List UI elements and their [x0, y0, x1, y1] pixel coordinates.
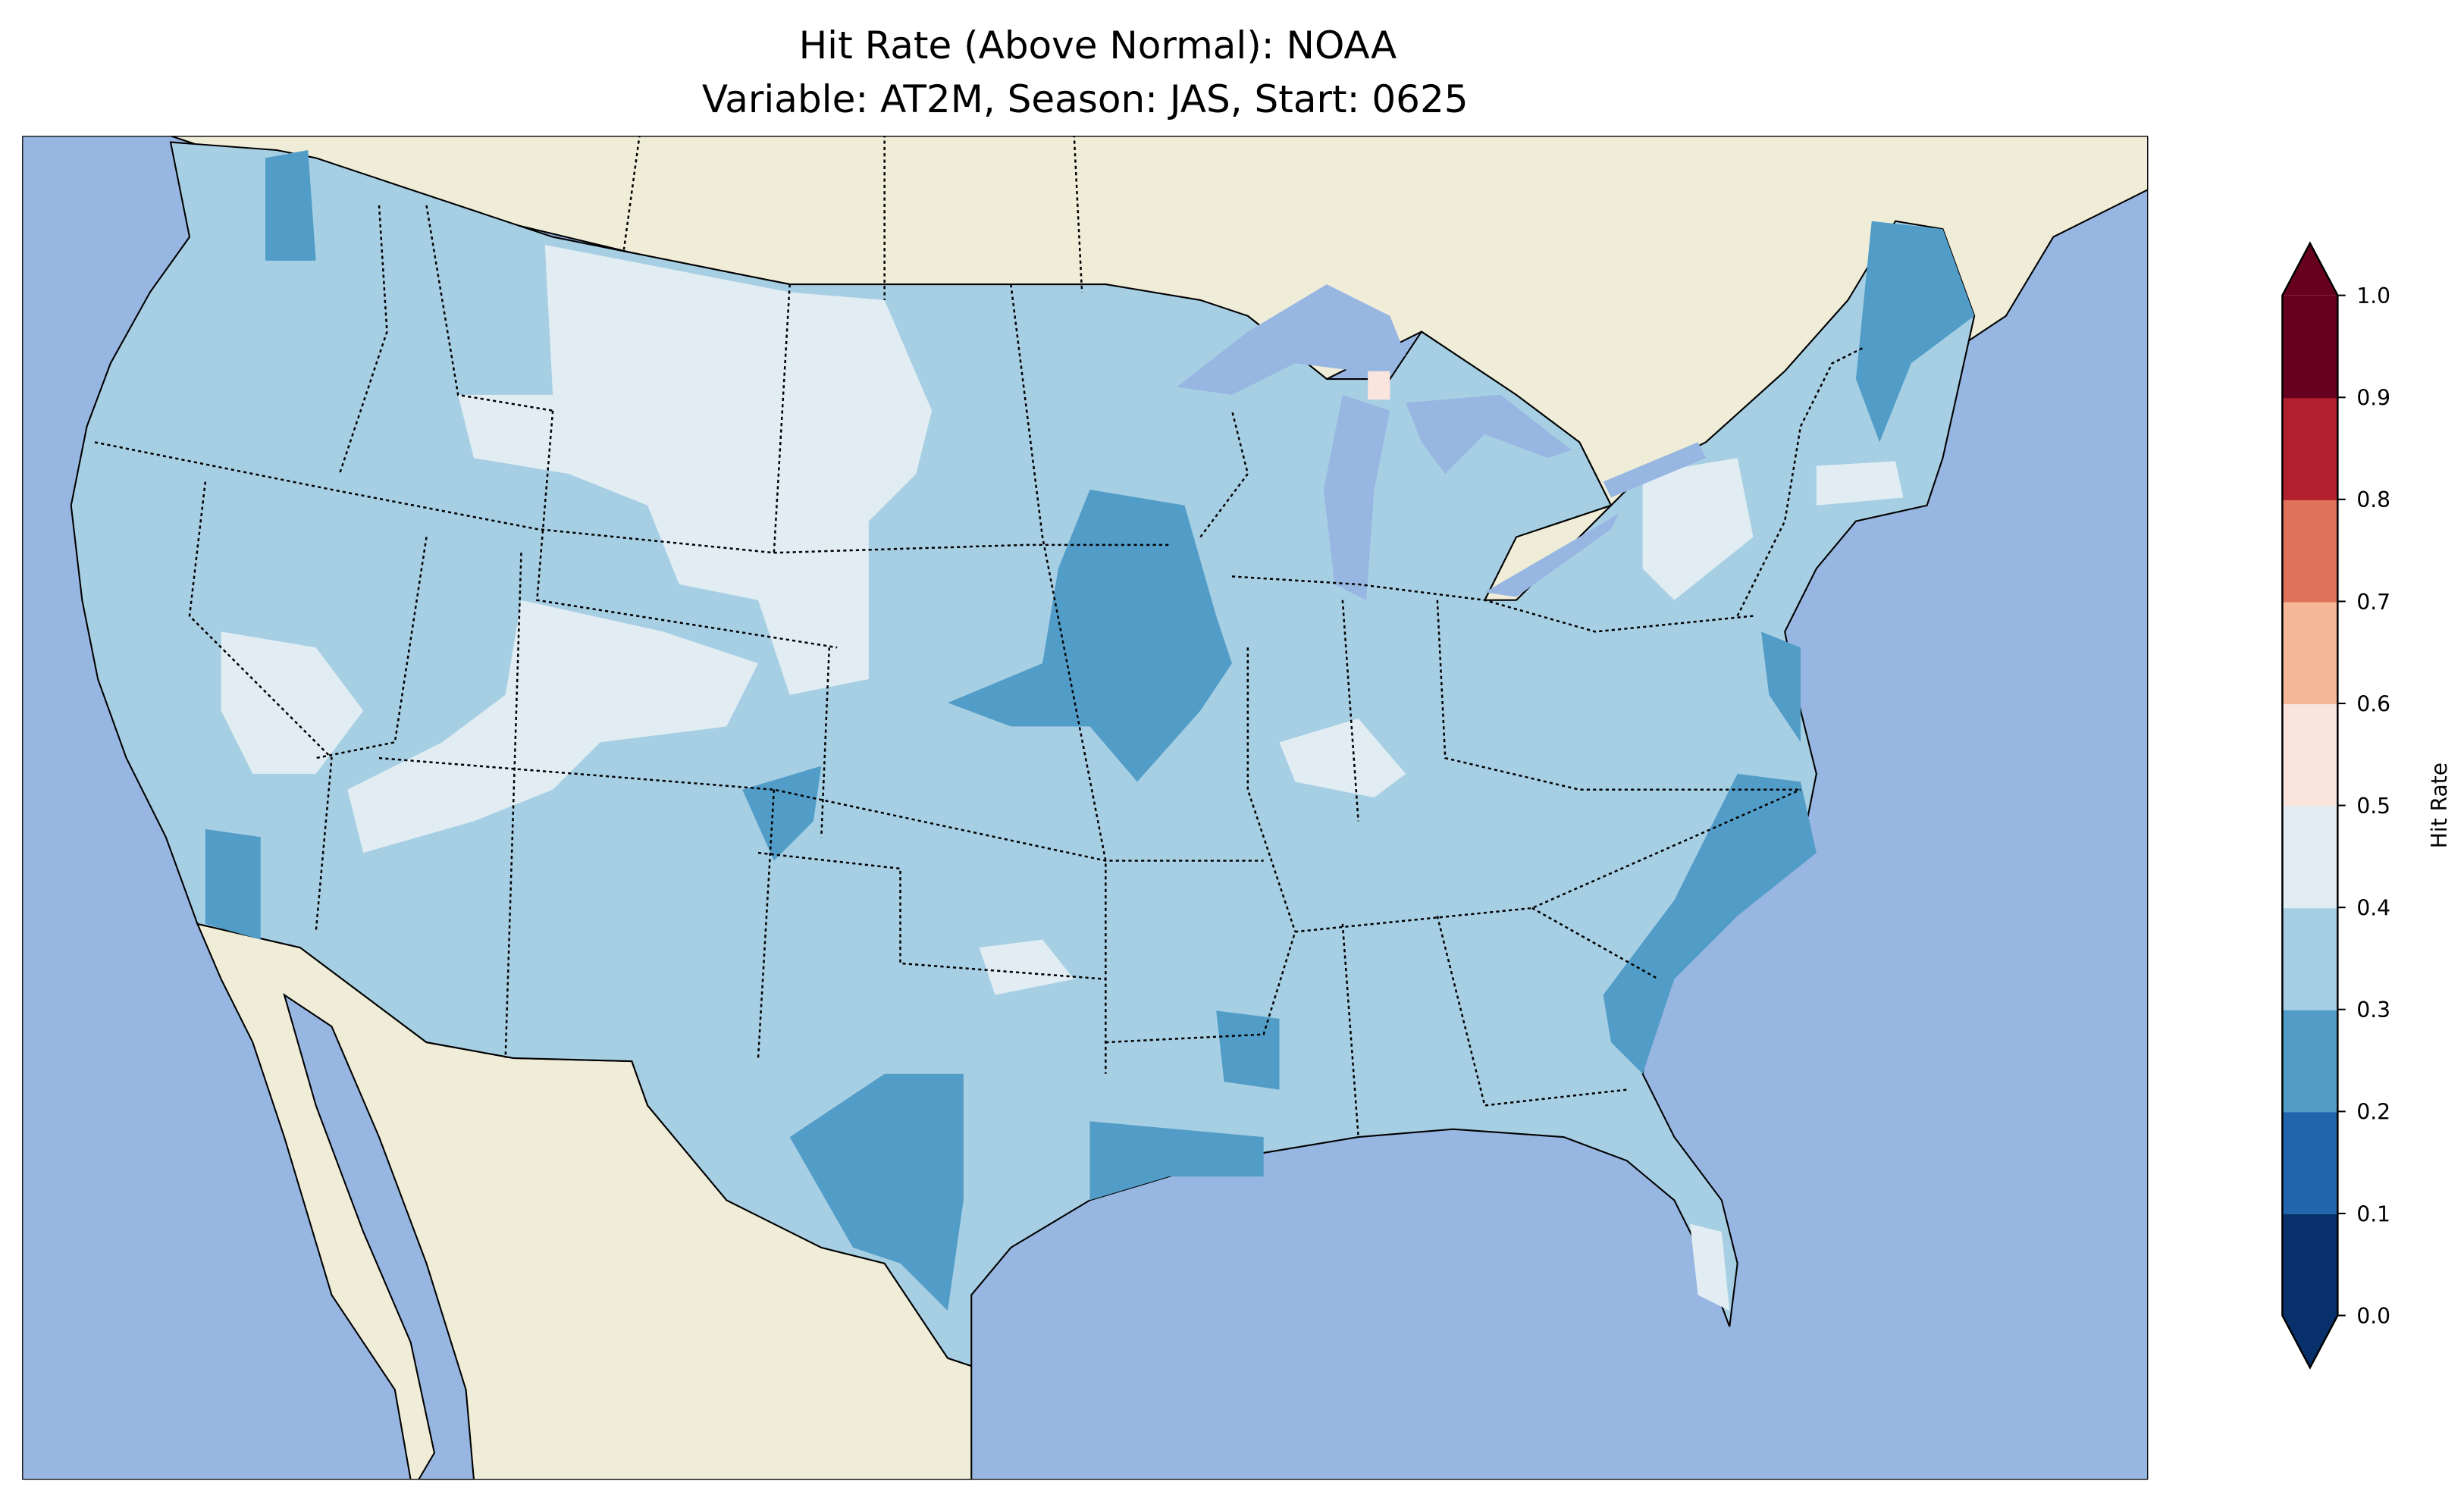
colorbar-segment — [2282, 1213, 2338, 1317]
lighter-regions — [221, 245, 1904, 995]
colorbar-tick-label: 0.1 — [2356, 1201, 2390, 1226]
baja-gulf — [283, 993, 475, 1480]
colorbar-label: Hit Rate — [2427, 763, 2452, 848]
chart-subtitle: Variable: AT2M, Season: JAS, Start: 0625 — [702, 77, 1469, 121]
colorbar-tick-label: 0.4 — [2356, 896, 2390, 921]
chart-title: Hit Rate (Above Normal): NOAA — [799, 23, 1397, 67]
florida-lighter — [1690, 1223, 1730, 1311]
colorbar-segment — [2282, 703, 2338, 807]
colorbar-tick-label: 0.5 — [2356, 794, 2390, 819]
colorbar-segment — [2282, 907, 2338, 1010]
colorbar-tick-label: 0.0 — [2356, 1304, 2390, 1329]
darker-regions — [205, 150, 1975, 1311]
colorbar: 0.0 0.1 0.2 0.3 0.4 0.5 0.6 0.7 0.8 0.9 1.0 — [2281, 241, 2390, 1370]
colorbar-segment — [2282, 499, 2338, 603]
colorbar-tick-label: 0.2 — [2356, 1100, 2390, 1125]
upper-michigan-patch — [1368, 371, 1390, 400]
colorbar-segment — [2282, 805, 2338, 909]
colorbar-tick-label: 0.3 — [2356, 998, 2390, 1023]
colorbar-extend-min — [2282, 1315, 2338, 1368]
colorbar-tick-label: 0.8 — [2356, 487, 2390, 512]
colorbar-tick-label: 0.7 — [2356, 590, 2390, 615]
state-borders — [94, 136, 1864, 1138]
map — [22, 136, 2149, 1480]
colorbar-tick-label: 1.0 — [2356, 283, 2390, 309]
colorbar-segment — [2282, 1111, 2338, 1214]
great-lakes — [1177, 284, 1706, 600]
colorbar-extend-max — [2282, 243, 2338, 296]
colorbar-segment — [2282, 601, 2338, 705]
colorbar-segment — [2282, 397, 2338, 500]
colorbar-tick-label: 0.6 — [2356, 691, 2390, 716]
colorbar-segment — [2282, 1009, 2338, 1113]
colorbar-tick-label: 0.9 — [2356, 386, 2390, 411]
colorbar-segment — [2282, 295, 2338, 399]
